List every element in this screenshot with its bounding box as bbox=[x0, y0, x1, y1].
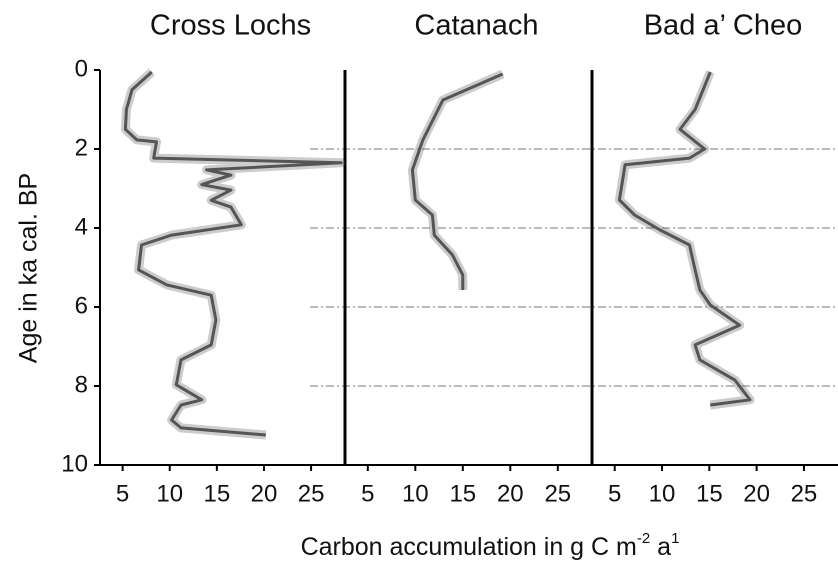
x-axis-label: Carbon accumulation in g C m-2 a1 bbox=[301, 530, 680, 561]
x-tick-label: 20 bbox=[743, 480, 770, 507]
data-line bbox=[410, 72, 504, 290]
x-tick-label: 25 bbox=[791, 480, 818, 507]
x-label-sup: -2 bbox=[637, 530, 650, 547]
x-tick-label: 5 bbox=[116, 480, 129, 507]
y-tick-label: 6 bbox=[75, 292, 88, 319]
x-tick-label: 5 bbox=[361, 480, 374, 507]
line-halo bbox=[120, 68, 346, 440]
panel-title: Bad a’ Cheo bbox=[644, 10, 803, 42]
y-axis-label: Age in ka cal. BP bbox=[15, 173, 43, 363]
x-tick-label: 15 bbox=[203, 480, 230, 507]
x-label-sup: 1 bbox=[671, 530, 679, 547]
panel-title: Catanach bbox=[414, 10, 538, 42]
y-tick-label: 10 bbox=[61, 450, 88, 477]
x-tick-label: 5 bbox=[608, 480, 621, 507]
data-line bbox=[123, 70, 343, 437]
line-halo bbox=[407, 69, 505, 290]
x-tick-label: 25 bbox=[544, 480, 571, 507]
panel-title: Cross Lochs bbox=[150, 10, 311, 42]
data-line bbox=[617, 71, 752, 407]
y-tick-label: 4 bbox=[75, 213, 88, 240]
x-tick-label: 10 bbox=[402, 480, 429, 507]
y-tick-label: 2 bbox=[75, 134, 88, 161]
y-tick-label: 0 bbox=[75, 55, 88, 82]
y-tick-label: 8 bbox=[75, 371, 88, 398]
x-tick-label: 20 bbox=[251, 480, 278, 507]
x-tick-label: 25 bbox=[298, 480, 325, 507]
x-tick-label: 10 bbox=[649, 480, 676, 507]
x-label-text: Carbon accumulation in g C m bbox=[301, 533, 637, 561]
x-tick-label: 15 bbox=[696, 480, 723, 507]
x-tick-label: 10 bbox=[156, 480, 183, 507]
x-tick-label: 20 bbox=[497, 480, 524, 507]
x-tick-label: 15 bbox=[449, 480, 476, 507]
x-label-text: a bbox=[650, 533, 671, 561]
